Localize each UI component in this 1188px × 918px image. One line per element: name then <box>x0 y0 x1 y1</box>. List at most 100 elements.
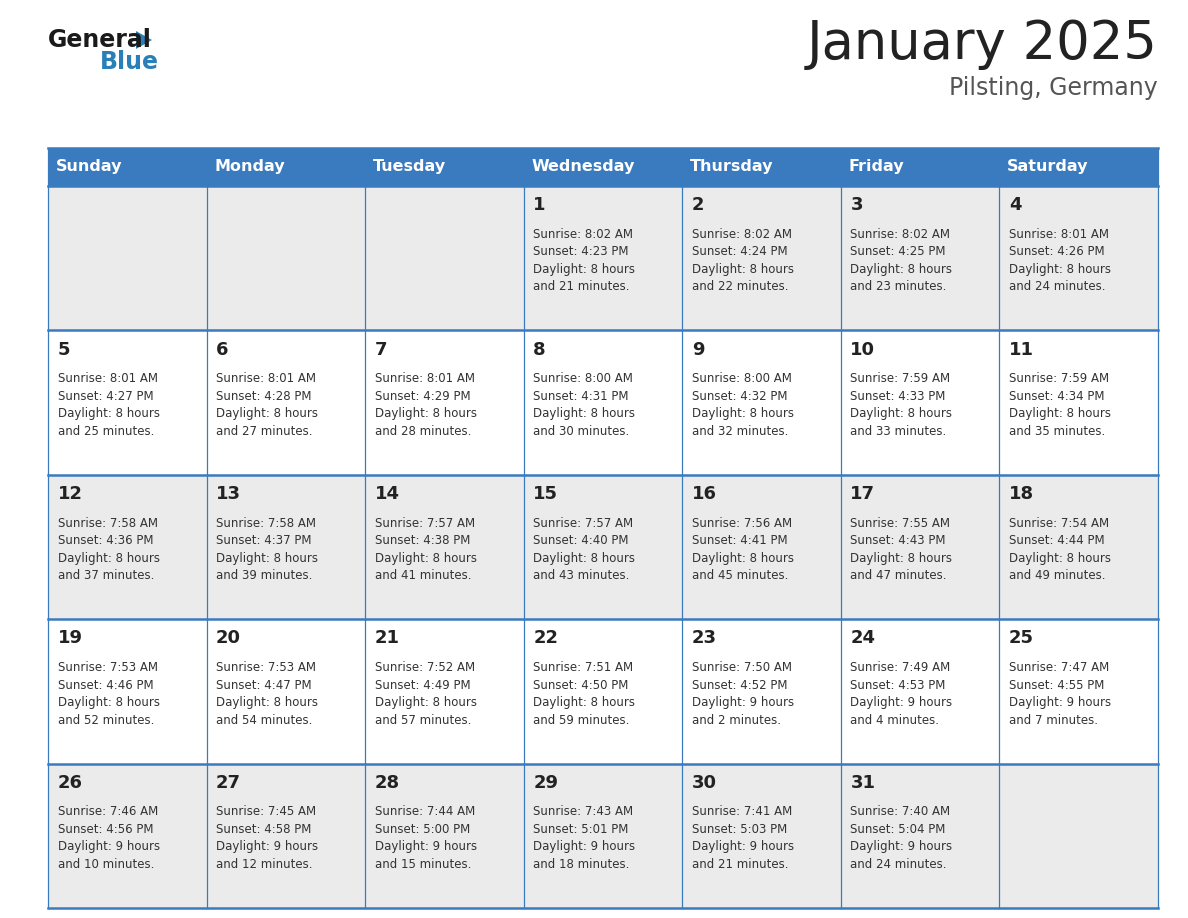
Text: 18: 18 <box>1009 485 1034 503</box>
Bar <box>524 330 682 475</box>
Bar <box>682 475 841 620</box>
Bar <box>365 620 524 764</box>
Text: 14: 14 <box>374 485 399 503</box>
Bar <box>207 186 365 330</box>
Text: 15: 15 <box>533 485 558 503</box>
Text: 19: 19 <box>57 630 82 647</box>
Text: Sunrise: 7:44 AM
Sunset: 5:00 PM
Daylight: 9 hours
and 15 minutes.: Sunrise: 7:44 AM Sunset: 5:00 PM Dayligh… <box>374 805 476 871</box>
Bar <box>682 148 841 186</box>
Text: Sunrise: 7:57 AM
Sunset: 4:40 PM
Daylight: 8 hours
and 43 minutes.: Sunrise: 7:57 AM Sunset: 4:40 PM Dayligh… <box>533 517 636 582</box>
Text: Sunrise: 7:55 AM
Sunset: 4:43 PM
Daylight: 8 hours
and 47 minutes.: Sunrise: 7:55 AM Sunset: 4:43 PM Dayligh… <box>851 517 953 582</box>
Polygon shape <box>135 31 152 49</box>
Bar <box>48 148 207 186</box>
Text: Thursday: Thursday <box>690 160 773 174</box>
Text: 30: 30 <box>691 774 716 791</box>
Text: Sunrise: 7:59 AM
Sunset: 4:34 PM
Daylight: 8 hours
and 35 minutes.: Sunrise: 7:59 AM Sunset: 4:34 PM Dayligh… <box>1009 373 1111 438</box>
Bar <box>999 330 1158 475</box>
Bar <box>524 764 682 908</box>
Bar <box>48 620 207 764</box>
Bar <box>48 186 207 330</box>
Text: Sunrise: 8:02 AM
Sunset: 4:24 PM
Daylight: 8 hours
and 22 minutes.: Sunrise: 8:02 AM Sunset: 4:24 PM Dayligh… <box>691 228 794 294</box>
Text: Sunrise: 7:52 AM
Sunset: 4:49 PM
Daylight: 8 hours
and 57 minutes.: Sunrise: 7:52 AM Sunset: 4:49 PM Dayligh… <box>374 661 476 726</box>
Bar <box>682 764 841 908</box>
Text: 2: 2 <box>691 196 704 214</box>
Text: Sunrise: 8:00 AM
Sunset: 4:32 PM
Daylight: 8 hours
and 32 minutes.: Sunrise: 8:00 AM Sunset: 4:32 PM Dayligh… <box>691 373 794 438</box>
Text: Sunrise: 7:47 AM
Sunset: 4:55 PM
Daylight: 9 hours
and 7 minutes.: Sunrise: 7:47 AM Sunset: 4:55 PM Dayligh… <box>1009 661 1111 726</box>
Text: 13: 13 <box>216 485 241 503</box>
Text: 7: 7 <box>374 341 387 359</box>
Bar <box>841 475 999 620</box>
Bar <box>207 148 365 186</box>
Text: Sunrise: 7:41 AM
Sunset: 5:03 PM
Daylight: 9 hours
and 21 minutes.: Sunrise: 7:41 AM Sunset: 5:03 PM Dayligh… <box>691 805 794 871</box>
Text: Sunrise: 7:51 AM
Sunset: 4:50 PM
Daylight: 8 hours
and 59 minutes.: Sunrise: 7:51 AM Sunset: 4:50 PM Dayligh… <box>533 661 636 726</box>
Bar <box>365 764 524 908</box>
Text: Sunday: Sunday <box>56 160 122 174</box>
Text: 17: 17 <box>851 485 876 503</box>
Text: 28: 28 <box>374 774 400 791</box>
Text: 6: 6 <box>216 341 228 359</box>
Text: 20: 20 <box>216 630 241 647</box>
Bar <box>999 475 1158 620</box>
Text: 4: 4 <box>1009 196 1022 214</box>
Text: Sunrise: 7:50 AM
Sunset: 4:52 PM
Daylight: 9 hours
and 2 minutes.: Sunrise: 7:50 AM Sunset: 4:52 PM Dayligh… <box>691 661 794 726</box>
Text: January 2025: January 2025 <box>807 18 1158 70</box>
Bar <box>841 620 999 764</box>
Text: Sunrise: 7:53 AM
Sunset: 4:46 PM
Daylight: 8 hours
and 52 minutes.: Sunrise: 7:53 AM Sunset: 4:46 PM Dayligh… <box>57 661 159 726</box>
Bar <box>682 620 841 764</box>
Bar <box>841 186 999 330</box>
Text: 29: 29 <box>533 774 558 791</box>
Text: 11: 11 <box>1009 341 1034 359</box>
Text: 24: 24 <box>851 630 876 647</box>
Text: 26: 26 <box>57 774 82 791</box>
Text: Sunrise: 8:02 AM
Sunset: 4:23 PM
Daylight: 8 hours
and 21 minutes.: Sunrise: 8:02 AM Sunset: 4:23 PM Dayligh… <box>533 228 636 294</box>
Bar <box>682 330 841 475</box>
Text: 23: 23 <box>691 630 716 647</box>
Text: 5: 5 <box>57 341 70 359</box>
Text: Sunrise: 7:40 AM
Sunset: 5:04 PM
Daylight: 9 hours
and 24 minutes.: Sunrise: 7:40 AM Sunset: 5:04 PM Dayligh… <box>851 805 953 871</box>
Text: Friday: Friday <box>848 160 904 174</box>
Text: Sunrise: 8:02 AM
Sunset: 4:25 PM
Daylight: 8 hours
and 23 minutes.: Sunrise: 8:02 AM Sunset: 4:25 PM Dayligh… <box>851 228 953 294</box>
Text: Sunrise: 8:01 AM
Sunset: 4:26 PM
Daylight: 8 hours
and 24 minutes.: Sunrise: 8:01 AM Sunset: 4:26 PM Dayligh… <box>1009 228 1111 294</box>
Text: 21: 21 <box>374 630 399 647</box>
Bar <box>524 186 682 330</box>
Bar <box>207 475 365 620</box>
Bar <box>365 186 524 330</box>
Text: Sunrise: 7:46 AM
Sunset: 4:56 PM
Daylight: 9 hours
and 10 minutes.: Sunrise: 7:46 AM Sunset: 4:56 PM Dayligh… <box>57 805 159 871</box>
Bar <box>365 475 524 620</box>
Text: 22: 22 <box>533 630 558 647</box>
Text: 12: 12 <box>57 485 82 503</box>
Text: Sunrise: 7:53 AM
Sunset: 4:47 PM
Daylight: 8 hours
and 54 minutes.: Sunrise: 7:53 AM Sunset: 4:47 PM Dayligh… <box>216 661 318 726</box>
Bar <box>524 475 682 620</box>
Bar <box>207 764 365 908</box>
Bar <box>365 330 524 475</box>
Text: Wednesday: Wednesday <box>532 160 636 174</box>
Text: 25: 25 <box>1009 630 1034 647</box>
Text: Sunrise: 7:57 AM
Sunset: 4:38 PM
Daylight: 8 hours
and 41 minutes.: Sunrise: 7:57 AM Sunset: 4:38 PM Dayligh… <box>374 517 476 582</box>
Text: 1: 1 <box>533 196 545 214</box>
Text: Sunrise: 7:49 AM
Sunset: 4:53 PM
Daylight: 9 hours
and 4 minutes.: Sunrise: 7:49 AM Sunset: 4:53 PM Dayligh… <box>851 661 953 726</box>
Text: Sunrise: 7:45 AM
Sunset: 4:58 PM
Daylight: 9 hours
and 12 minutes.: Sunrise: 7:45 AM Sunset: 4:58 PM Dayligh… <box>216 805 318 871</box>
Text: 31: 31 <box>851 774 876 791</box>
Text: 16: 16 <box>691 485 716 503</box>
Bar <box>841 330 999 475</box>
Bar <box>365 148 524 186</box>
Bar <box>682 186 841 330</box>
Text: 3: 3 <box>851 196 862 214</box>
Text: Sunrise: 7:59 AM
Sunset: 4:33 PM
Daylight: 8 hours
and 33 minutes.: Sunrise: 7:59 AM Sunset: 4:33 PM Dayligh… <box>851 373 953 438</box>
Bar <box>48 330 207 475</box>
Text: Sunrise: 8:01 AM
Sunset: 4:27 PM
Daylight: 8 hours
and 25 minutes.: Sunrise: 8:01 AM Sunset: 4:27 PM Dayligh… <box>57 373 159 438</box>
Bar <box>524 148 682 186</box>
Text: Pilsting, Germany: Pilsting, Germany <box>949 76 1158 100</box>
Text: 10: 10 <box>851 341 876 359</box>
Text: Sunrise: 7:43 AM
Sunset: 5:01 PM
Daylight: 9 hours
and 18 minutes.: Sunrise: 7:43 AM Sunset: 5:01 PM Dayligh… <box>533 805 636 871</box>
Text: Sunrise: 7:54 AM
Sunset: 4:44 PM
Daylight: 8 hours
and 49 minutes.: Sunrise: 7:54 AM Sunset: 4:44 PM Dayligh… <box>1009 517 1111 582</box>
Bar <box>524 620 682 764</box>
Text: 27: 27 <box>216 774 241 791</box>
Bar <box>999 148 1158 186</box>
Bar <box>207 620 365 764</box>
Bar <box>841 148 999 186</box>
Bar <box>999 764 1158 908</box>
Text: Monday: Monday <box>215 160 285 174</box>
Bar <box>207 330 365 475</box>
Text: Sunrise: 8:01 AM
Sunset: 4:28 PM
Daylight: 8 hours
and 27 minutes.: Sunrise: 8:01 AM Sunset: 4:28 PM Dayligh… <box>216 373 318 438</box>
